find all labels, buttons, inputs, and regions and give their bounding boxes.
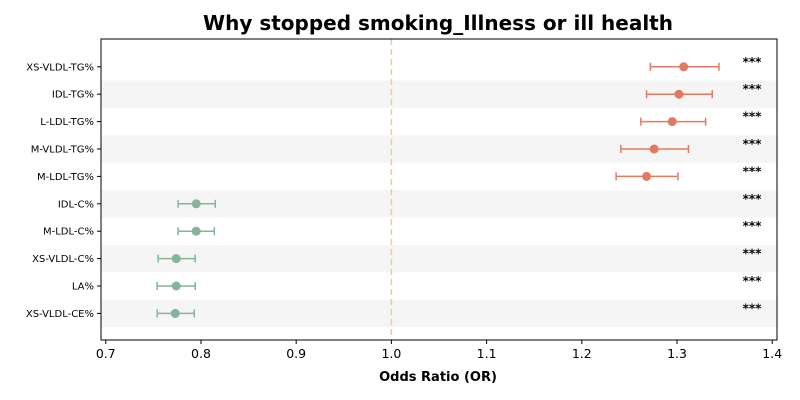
or-point: [191, 226, 201, 236]
or-point: [642, 171, 652, 181]
y-tick-label: IDL-C%: [58, 199, 94, 210]
or-marker: [640, 117, 707, 127]
or-markers: [156, 62, 720, 318]
x-tick-label: 1.3: [667, 346, 687, 361]
or-point: [649, 144, 659, 154]
significance-label: ***: [743, 110, 763, 124]
or-point: [674, 89, 684, 99]
significance-labels: *** *** *** *** *** *** *** *** *** ***: [743, 55, 763, 316]
or-point: [679, 62, 689, 72]
chart-title: Why stopped smoking_Illness or ill healt…: [203, 11, 673, 35]
significance-label: ***: [743, 192, 763, 206]
or-marker: [177, 226, 216, 236]
y-tick-label: M-LDL-C%: [43, 227, 94, 238]
or-point: [170, 308, 180, 318]
or-point: [171, 254, 181, 264]
y-tick-label: L-LDL-TG%: [40, 117, 94, 128]
y-tick-label: M-VLDL-TG%: [31, 145, 94, 156]
or-marker: [177, 199, 217, 209]
y-tick-label: XS-VLDL-TG%: [26, 62, 94, 73]
or-point: [191, 199, 201, 209]
x-tick-label: 1.4: [762, 346, 782, 361]
y-tick-label: XS-VLDL-C%: [32, 254, 94, 265]
y-tick-label: LA%: [72, 282, 94, 293]
y-tick-label: M-LDL-TG%: [37, 172, 94, 183]
or-marker: [156, 281, 197, 291]
significance-label: ***: [743, 301, 763, 315]
significance-label: ***: [743, 137, 763, 151]
x-axis-label: Odds Ratio (OR): [379, 370, 497, 385]
x-tick-label: 1.0: [381, 346, 401, 361]
y-axis-ticks: XS-VLDL-TG% IDL-TG% L-LDL-TG% M-VLDL-TG% M-L…: [26, 62, 101, 320]
row-band: [101, 244, 777, 273]
or-point: [171, 281, 181, 291]
row-band: [101, 299, 777, 328]
or-marker: [156, 308, 196, 318]
x-tick-label: 1.2: [572, 346, 592, 361]
x-tick-label: 0.9: [286, 346, 306, 361]
y-tick-label: XS-VLDL-CE%: [26, 309, 94, 320]
or-point: [667, 117, 677, 127]
or-marker: [157, 254, 197, 264]
significance-label: ***: [743, 219, 763, 233]
significance-label: ***: [743, 164, 763, 178]
or-marker: [615, 171, 679, 181]
x-tick-label: 0.8: [191, 346, 211, 361]
x-axis-ticks: 0.7 0.8 0.9 1.0 1.1 1.2 1.3 1.4: [96, 340, 782, 361]
plot-frame: [100, 38, 778, 341]
y-tick-label: IDL-TG%: [52, 90, 94, 101]
significance-label: ***: [743, 55, 763, 69]
x-tick-label: 0.7: [96, 346, 116, 361]
or-marker: [645, 89, 714, 99]
significance-label: ***: [743, 274, 763, 288]
significance-label: ***: [743, 247, 763, 261]
or-marker: [620, 144, 690, 154]
significance-label: ***: [743, 82, 763, 96]
x-tick-label: 1.1: [477, 346, 497, 361]
or-marker: [649, 62, 720, 72]
